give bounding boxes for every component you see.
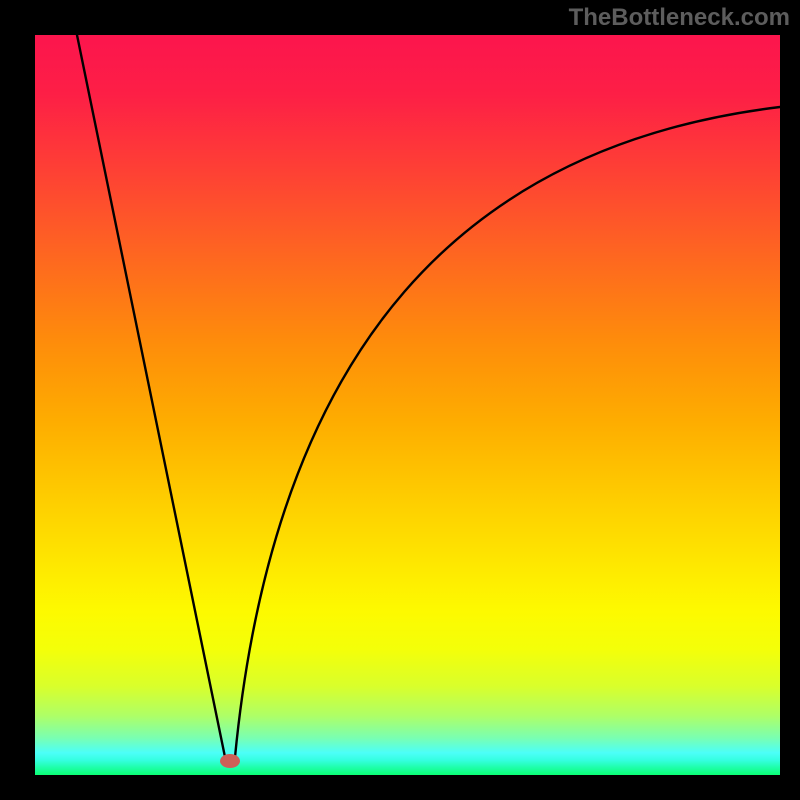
chart-frame: TheBottleneck.com — [0, 0, 800, 800]
minimum-marker — [220, 754, 240, 768]
plot-area — [35, 35, 780, 775]
watermark-label: TheBottleneck.com — [569, 4, 790, 32]
bottleneck-curve-path — [77, 35, 780, 757]
bottleneck-curve — [35, 35, 780, 775]
